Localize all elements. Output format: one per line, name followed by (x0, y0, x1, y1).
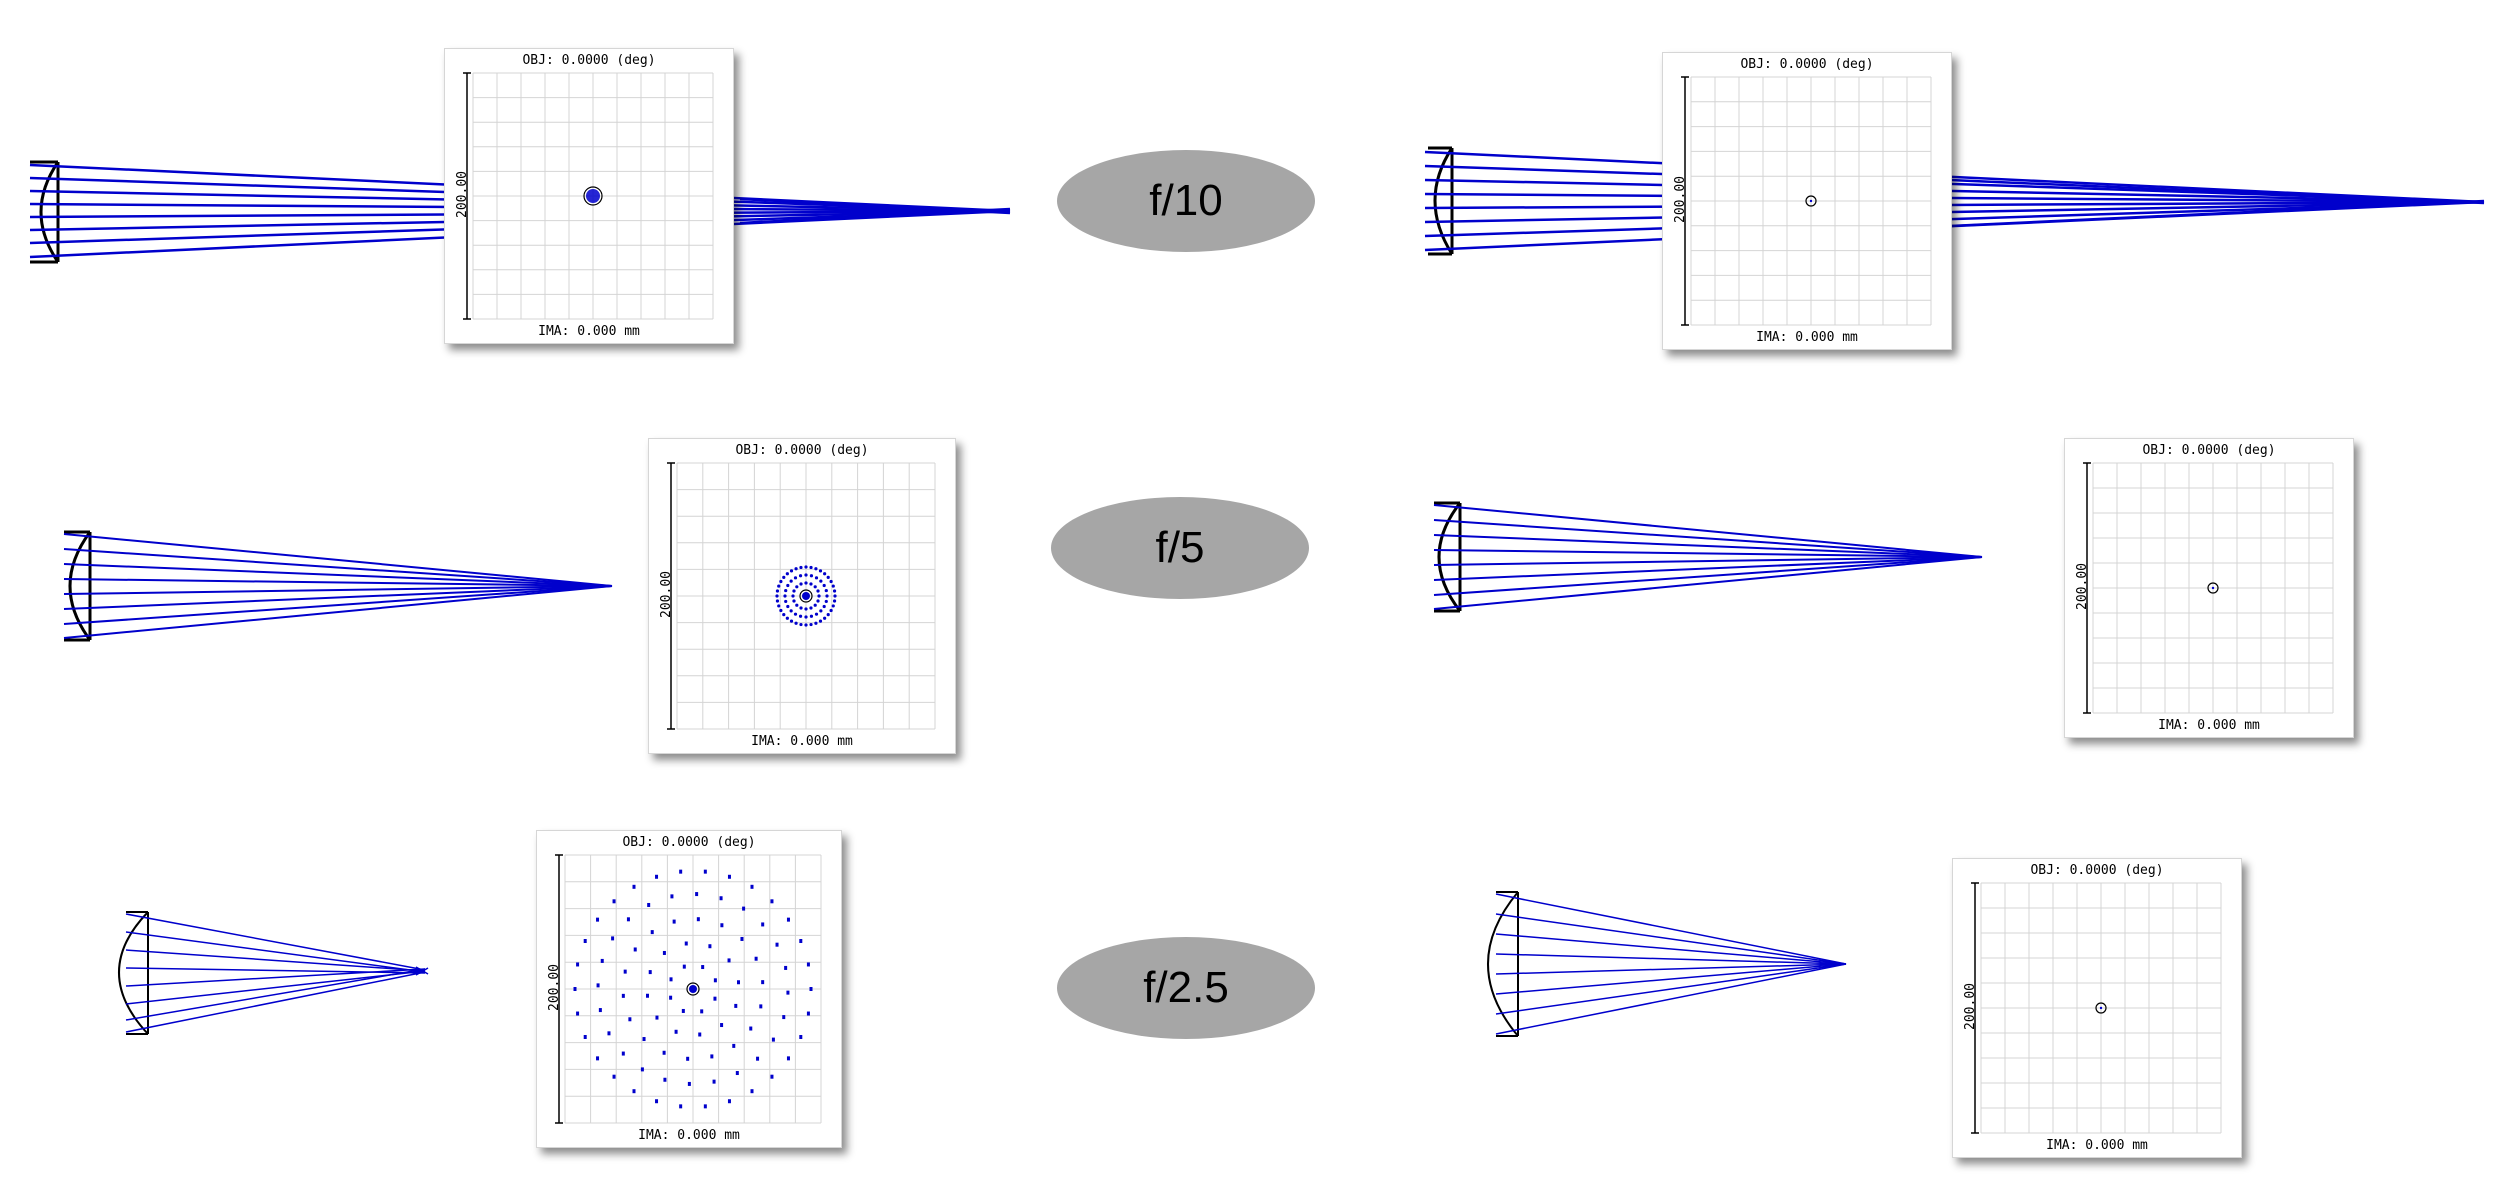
scale-bar (555, 854, 563, 1124)
spot-plot (463, 72, 714, 320)
scale-bar (667, 462, 675, 730)
object-field-label: OBJ: 0.0000 (deg) (2142, 443, 2276, 458)
scale-bar-label: 200.00 (1672, 176, 1688, 223)
image-plane-label: IMA: 0.000 mm (751, 734, 853, 749)
scale-bar-label: 200.00 (1962, 983, 1978, 1030)
spot-plot (555, 854, 822, 1124)
spot-pattern (775, 565, 837, 627)
spot-pattern (573, 869, 813, 1109)
scale-bar (463, 72, 471, 320)
rays-row1-right (1424, 150, 2485, 252)
spot-plot (2083, 462, 2334, 714)
rays-row3-right (1495, 893, 1847, 1035)
scale-bar-label: 200.00 (658, 571, 674, 618)
fnumber-label: f/10 (1149, 176, 1223, 225)
image-plane-label: IMA: 0.000 mm (638, 1128, 740, 1143)
spot-plot (1971, 882, 2222, 1134)
lens-row1-right (1428, 146, 1454, 256)
scale-bar-label: 200.00 (546, 964, 562, 1011)
lens-row3-right (1487, 891, 1519, 1037)
fnumber-label: f/5 (1155, 523, 1205, 572)
spot-pattern (583, 186, 603, 206)
grid (564, 854, 822, 1124)
object-field-label: OBJ: 0.0000 (deg) (2030, 863, 2164, 878)
rays-row2-left (63, 533, 613, 639)
fnumber-label: f/2.5 (1143, 963, 1229, 1012)
grid (1980, 882, 2222, 1134)
spot-plot (667, 462, 936, 730)
rays-row2-right (1433, 504, 1983, 610)
fnumber-ellipse-f5: f/5 (1051, 497, 1309, 599)
scale-bar (2083, 462, 2091, 714)
grid (1690, 76, 1932, 326)
image-plane-label: IMA: 0.000 mm (538, 324, 640, 339)
spot-pattern (1805, 195, 1817, 207)
scale-bar-label: 200.00 (2074, 563, 2090, 610)
object-field-label: OBJ: 0.0000 (deg) (522, 53, 656, 68)
rays-row3-left (125, 913, 429, 1033)
image-plane-label: IMA: 0.000 mm (2046, 1138, 2148, 1153)
object-field-label: OBJ: 0.0000 (deg) (1740, 57, 1874, 72)
grid (676, 462, 936, 730)
fnumber-ellipse-f10: f/10 (1057, 150, 1315, 252)
spot-diagram-row1-right: OBJ: 0.0000 (deg) IMA: 0.000 mm 200.00 (1662, 52, 1952, 350)
spot-diagram-row3-right: OBJ: 0.0000 (deg) IMA: 0.000 mm 200.00 (1952, 858, 2242, 1158)
image-plane-label: IMA: 0.000 mm (1756, 330, 1858, 345)
image-plane-label: IMA: 0.000 mm (2158, 718, 2260, 733)
spot-diagram-row1-left: OBJ: 0.0000 (deg) IMA: 0.000 mm 200.00 (444, 48, 734, 344)
scale-bar (1971, 882, 1979, 1134)
spot-diagram-row2-left: OBJ: 0.0000 (deg) IMA: 0.000 mm 200.00 (648, 438, 956, 754)
scale-bar-label: 200.00 (454, 171, 470, 218)
grid (472, 72, 714, 320)
scale-bar (1681, 76, 1689, 326)
fnumber-ellipse-f2-5: f/2.5 (1057, 937, 1315, 1039)
spot-pattern (2095, 1002, 2107, 1014)
lens-row3-left (118, 911, 149, 1035)
spot-plot (1681, 76, 1932, 326)
object-field-label: OBJ: 0.0000 (deg) (622, 835, 756, 850)
object-field-label: OBJ: 0.0000 (deg) (735, 443, 869, 458)
spot-diagram-row3-left: OBJ: 0.0000 (deg) IMA: 0.000 mm 200.00 (536, 830, 842, 1148)
spot-pattern (2207, 582, 2219, 594)
spot-diagram-row2-right: OBJ: 0.0000 (deg) IMA: 0.000 mm 200.00 (2064, 438, 2354, 738)
